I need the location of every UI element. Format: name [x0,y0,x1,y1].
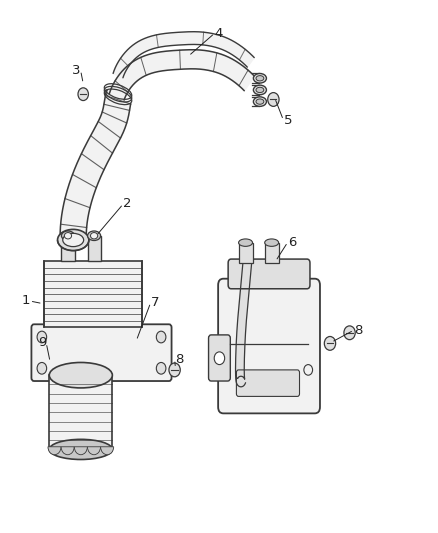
Circle shape [37,362,47,374]
FancyBboxPatch shape [237,370,300,397]
Circle shape [156,331,166,343]
Text: 7: 7 [151,296,159,309]
Ellipse shape [64,232,71,239]
Wedge shape [74,447,87,455]
Ellipse shape [253,74,266,83]
Ellipse shape [88,231,101,240]
Ellipse shape [253,85,266,95]
Text: 1: 1 [21,294,30,308]
Polygon shape [60,90,131,238]
Circle shape [78,88,88,101]
Text: 6: 6 [288,236,296,248]
Wedge shape [48,447,61,455]
Ellipse shape [253,97,266,107]
Wedge shape [61,447,74,455]
FancyBboxPatch shape [32,324,172,381]
Circle shape [156,362,166,374]
Text: 2: 2 [124,197,132,211]
Ellipse shape [61,231,74,240]
Bar [88,236,101,261]
FancyBboxPatch shape [208,335,230,381]
Ellipse shape [239,239,253,246]
Polygon shape [236,262,251,387]
Bar [44,261,142,327]
Ellipse shape [49,439,113,459]
Polygon shape [113,31,254,78]
Bar [61,236,74,261]
FancyBboxPatch shape [228,259,310,289]
Circle shape [324,336,336,350]
Ellipse shape [91,232,98,239]
Circle shape [169,363,180,377]
Bar [265,243,279,263]
Ellipse shape [63,233,84,247]
Text: 8: 8 [354,324,363,337]
Ellipse shape [49,362,113,388]
Ellipse shape [256,99,264,104]
Bar [74,376,96,390]
Polygon shape [110,50,254,100]
Ellipse shape [256,76,264,81]
Ellipse shape [265,239,279,246]
Circle shape [304,365,313,375]
Bar [49,375,113,449]
Circle shape [268,93,279,107]
Text: 5: 5 [283,114,292,127]
Text: 8: 8 [175,353,183,366]
Circle shape [214,352,225,365]
Text: 4: 4 [215,27,223,39]
Circle shape [37,331,47,343]
Bar [239,243,253,263]
Ellipse shape [57,229,89,251]
Ellipse shape [256,87,264,93]
Circle shape [344,326,355,340]
Text: 3: 3 [72,64,81,77]
FancyBboxPatch shape [218,279,320,414]
Text: 9: 9 [38,336,46,349]
Wedge shape [88,447,100,455]
Wedge shape [101,447,114,455]
